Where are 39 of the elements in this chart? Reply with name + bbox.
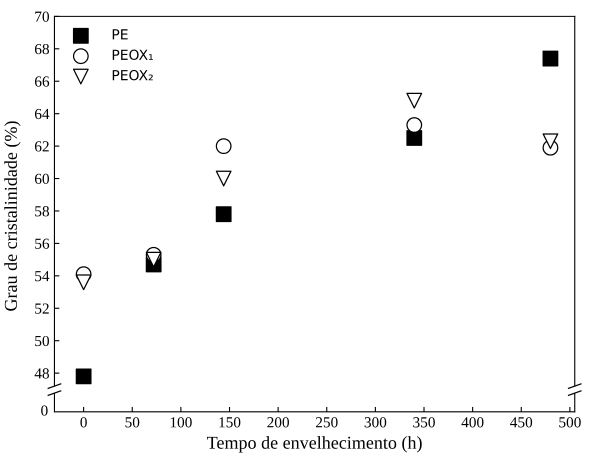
legend-label: PEOX₁ (112, 50, 153, 60)
point (216, 138, 232, 154)
y-tick-label: 52 (35, 303, 49, 314)
point (216, 206, 232, 222)
point (76, 274, 92, 290)
y-axis-title: Grau de cristalinidade (%) (4, 121, 21, 311)
x-tick-label: 500 (559, 417, 581, 428)
y-tick-label: 58 (35, 206, 50, 216)
x-tick-label: 350 (413, 417, 435, 428)
y-tick-label: 66 (34, 76, 50, 87)
legend-label: PEOX₂ (112, 70, 153, 80)
x-tick-label: 150 (219, 417, 240, 428)
y-tick-label: 62 (34, 141, 49, 152)
point (542, 133, 558, 150)
y-tick-label: 70 (35, 12, 50, 22)
y-tick-label: 54 (35, 271, 50, 282)
point (216, 170, 232, 186)
y-tick-label: 64 (34, 108, 50, 120)
legend-label: PE (112, 29, 128, 40)
x-tick-label: 400 (461, 417, 484, 428)
point (406, 117, 422, 133)
y-tick-label: 56 (35, 238, 50, 249)
x-tick-label: 50 (126, 417, 140, 428)
point (406, 92, 422, 109)
x-tick-label: 0 (80, 417, 87, 428)
y-tick-label: 50 (35, 336, 50, 346)
x-axis-title: Tempo de envelhecimento (h) (207, 436, 422, 452)
text: 0 (41, 405, 48, 416)
x-tick-label: 100 (170, 417, 192, 428)
point (76, 368, 92, 384)
point (542, 50, 558, 66)
point (406, 130, 422, 146)
y-tick-label: 68 (34, 44, 50, 54)
x-tick-label: 450 (510, 417, 532, 428)
x-tick-label: 300 (364, 417, 386, 428)
y-tick-label: 48 (34, 368, 50, 379)
x-tick-label: 200 (267, 417, 290, 428)
x-tick-label: 250 (316, 417, 338, 428)
y-tick-label: 60 (34, 174, 50, 184)
